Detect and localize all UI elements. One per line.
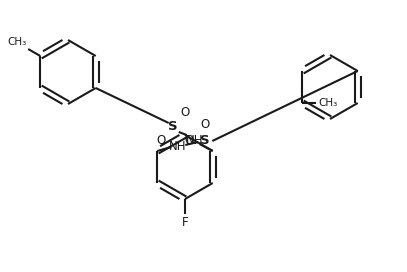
Text: S: S (201, 134, 210, 147)
Text: CH₃: CH₃ (318, 98, 337, 108)
Text: O: O (201, 119, 210, 131)
Text: O: O (156, 134, 165, 147)
Text: O: O (185, 134, 194, 147)
Text: O: O (180, 107, 189, 119)
Text: S: S (168, 120, 177, 134)
Text: CH₃: CH₃ (7, 37, 26, 47)
Text: NH: NH (168, 140, 186, 153)
Text: NH: NH (186, 134, 204, 147)
Text: F: F (182, 216, 188, 229)
